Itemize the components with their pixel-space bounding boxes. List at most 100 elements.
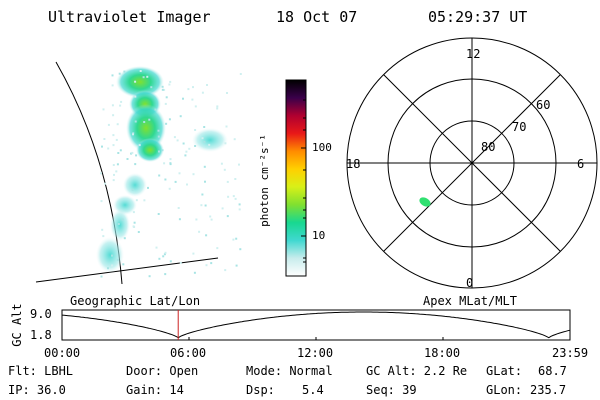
emission-speckle xyxy=(205,234,208,237)
emission-speckle xyxy=(234,178,237,180)
emission-speckle xyxy=(164,251,167,254)
emission-speckle xyxy=(169,158,172,161)
emission-speckle xyxy=(100,200,103,203)
emission-speckle xyxy=(143,199,146,202)
emission-speckle xyxy=(112,179,115,182)
emission-speckle xyxy=(238,163,240,166)
emission-speckle xyxy=(158,257,161,260)
emission-speckle xyxy=(155,246,158,249)
emission-speckle xyxy=(107,147,110,150)
emission-speckle xyxy=(225,125,228,128)
emission-speckle xyxy=(173,136,176,139)
info-dsp-label: Dsp: xyxy=(246,383,275,397)
diagonal-2 xyxy=(383,74,561,252)
emission-speckle xyxy=(235,264,238,267)
aurora-emission xyxy=(96,66,242,278)
emission-speckle xyxy=(179,261,182,264)
emission-speckle xyxy=(158,174,161,177)
emission-speckle xyxy=(119,149,122,152)
emission-speckle xyxy=(194,145,197,147)
emission-speckle xyxy=(104,182,107,185)
emission-speckle xyxy=(135,154,138,157)
latitude-line xyxy=(35,257,219,283)
emission-speckle xyxy=(188,147,191,150)
emission-speckle xyxy=(232,238,235,241)
emission-speckle xyxy=(204,180,206,183)
altitude-curve xyxy=(61,311,571,339)
emission-speckle xyxy=(216,247,219,250)
emission-blob xyxy=(116,66,164,98)
emission-speckle xyxy=(168,83,171,86)
emission-speckle xyxy=(210,262,213,265)
emission-speckle xyxy=(157,135,160,138)
emission-speckle xyxy=(194,129,197,131)
emission-speckle xyxy=(134,120,137,123)
emission-speckle xyxy=(150,86,153,89)
emission-speckle xyxy=(204,204,207,207)
emission-speckle xyxy=(102,235,105,238)
emission-speckle xyxy=(201,137,204,140)
emission-speckle xyxy=(226,180,229,183)
emission-speckle xyxy=(139,70,142,72)
emission-speckle xyxy=(226,92,228,94)
emission-speckle xyxy=(169,260,172,263)
emission-blob xyxy=(123,173,147,197)
info-filter: Flt: LBHL xyxy=(8,364,74,378)
emission-speckle xyxy=(161,88,164,91)
info-seq: Seq: 39 xyxy=(366,383,417,397)
emission-speckle xyxy=(111,84,114,87)
emission-speckle xyxy=(184,154,187,157)
info-mode: Mode: Normal xyxy=(246,364,333,378)
emission-speckle xyxy=(117,223,120,225)
emission-speckle xyxy=(224,269,227,272)
emission-speckle xyxy=(165,96,168,99)
mlt-label-18: 18 xyxy=(346,157,361,171)
emission-speckle xyxy=(118,72,121,75)
emission-speckle xyxy=(135,199,138,202)
emission-speckle xyxy=(116,163,119,166)
emission-speckle xyxy=(239,248,242,251)
emission-speckle xyxy=(137,231,140,233)
emission-speckle xyxy=(201,91,204,94)
emission-speckle xyxy=(101,145,103,148)
altitude-ylabel: GC Alt xyxy=(10,303,24,347)
emission-speckle xyxy=(115,138,118,141)
emission-blob xyxy=(96,237,124,273)
emission-speckle xyxy=(186,183,188,186)
altitude-frame xyxy=(61,309,571,341)
emission-speckle xyxy=(143,121,146,123)
emission-speckle xyxy=(120,100,123,103)
emission-speckle xyxy=(169,80,172,83)
altitude-ytick-high: 9.0 xyxy=(30,307,52,321)
emission-speckle xyxy=(116,123,119,126)
emission-speckle xyxy=(164,273,167,276)
emission-speckle xyxy=(187,88,190,91)
emission-speckle xyxy=(182,142,185,145)
emission-speckle xyxy=(198,230,201,233)
emission-speckle xyxy=(168,118,171,121)
emission-speckle xyxy=(148,275,151,278)
emission-speckle xyxy=(101,228,104,231)
emission-speckle xyxy=(216,107,219,110)
emission-speckle xyxy=(227,195,230,198)
colorbar-tick-label-10: 10 xyxy=(312,229,326,242)
time-tick-label-4: 23:59 xyxy=(552,346,589,360)
emission-blob xyxy=(136,138,164,162)
mlt-label-12: 12 xyxy=(466,47,481,61)
emission-speckle xyxy=(112,114,115,117)
colorbar-tick-label-100: 100 xyxy=(312,141,332,154)
emission-speckle xyxy=(235,237,238,240)
emission-speckle xyxy=(154,108,157,111)
emission-speckle xyxy=(163,88,166,91)
emission-speckle xyxy=(192,86,194,89)
emission-speckle xyxy=(192,173,195,176)
geographic-panel xyxy=(35,61,242,285)
emission-speckle xyxy=(148,118,151,121)
emission-speckle xyxy=(226,215,229,218)
emission-speckle xyxy=(200,204,203,207)
polar-plot xyxy=(346,37,598,289)
emission-speckle xyxy=(192,252,195,255)
emission-speckle xyxy=(158,150,160,153)
emission-speckle xyxy=(194,105,197,108)
emission-speckle xyxy=(238,203,241,206)
